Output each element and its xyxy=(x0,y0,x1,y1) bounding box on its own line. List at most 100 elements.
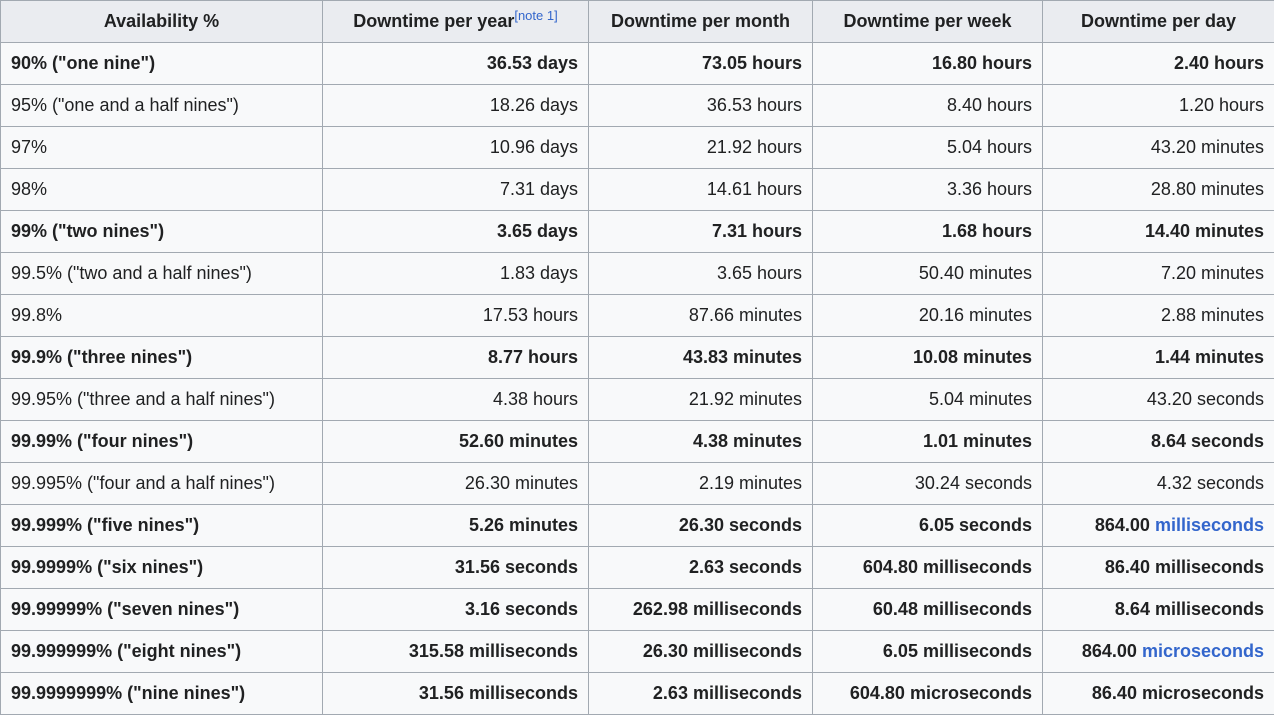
downtime-week-cell: 6.05 seconds xyxy=(813,505,1043,547)
downtime-year-cell: 5.26 minutes xyxy=(323,505,589,547)
availability-cell: 99.95% ("three and a half nines") xyxy=(1,379,323,421)
downtime-month-cell: 87.66 minutes xyxy=(589,295,813,337)
downtime-month-cell: 43.83 minutes xyxy=(589,337,813,379)
downtime-month-cell: 262.98 milliseconds xyxy=(589,589,813,631)
downtime-week-cell: 6.05 milliseconds xyxy=(813,631,1043,673)
downtime-year-cell: 31.56 seconds xyxy=(323,547,589,589)
downtime-month-cell: 4.38 minutes xyxy=(589,421,813,463)
downtime-year-cell: 4.38 hours xyxy=(323,379,589,421)
table-row: 95% ("one and a half nines") 18.26 days … xyxy=(1,85,1274,127)
availability-cell: 99.995% ("four and a half nines") xyxy=(1,463,323,505)
downtime-day-cell: 2.40 hours xyxy=(1043,43,1274,85)
column-header-label: Availability % xyxy=(104,11,219,31)
downtime-week-cell: 8.40 hours xyxy=(813,85,1043,127)
downtime-year-cell: 7.31 days xyxy=(323,169,589,211)
downtime-year-cell: 17.53 hours xyxy=(323,295,589,337)
availability-cell: 99.99999% ("seven nines") xyxy=(1,589,323,631)
table-row: 99.99999% ("seven nines") 3.16 seconds 2… xyxy=(1,589,1274,631)
column-header-downtime-per-month: Downtime per month xyxy=(589,1,813,43)
table-row: 98% 7.31 days 14.61 hours 3.36 hours 28.… xyxy=(1,169,1274,211)
availability-cell: 99.9% ("three nines") xyxy=(1,337,323,379)
availability-cell: 99.9999% ("six nines") xyxy=(1,547,323,589)
downtime-month-cell: 26.30 milliseconds xyxy=(589,631,813,673)
downtime-day-value: 864.00 xyxy=(1082,641,1142,661)
column-header-label: Downtime per day xyxy=(1081,11,1236,31)
header-row: Availability % Downtime per year[note 1]… xyxy=(1,1,1274,43)
downtime-week-cell: 60.48 milliseconds xyxy=(813,589,1043,631)
table-row: 99.995% ("four and a half nines") 26.30 … xyxy=(1,463,1274,505)
table-row: 99.95% ("three and a half nines") 4.38 h… xyxy=(1,379,1274,421)
downtime-day-cell: 864.00 milliseconds xyxy=(1043,505,1274,547)
downtime-day-value: 864.00 xyxy=(1095,515,1155,535)
availability-cell: 95% ("one and a half nines") xyxy=(1,85,323,127)
column-header-downtime-per-year: Downtime per year[note 1] xyxy=(323,1,589,43)
downtime-day-cell: 1.44 minutes xyxy=(1043,337,1274,379)
downtime-day-cell: 7.20 minutes xyxy=(1043,253,1274,295)
column-header-downtime-per-day: Downtime per day xyxy=(1043,1,1274,43)
availability-cell: 99.9999999% ("nine nines") xyxy=(1,673,323,715)
column-header-downtime-per-week: Downtime per week xyxy=(813,1,1043,43)
downtime-month-cell: 21.92 minutes xyxy=(589,379,813,421)
table-row: 99% ("two nines") 3.65 days 7.31 hours 1… xyxy=(1,211,1274,253)
downtime-day-cell: 8.64 milliseconds xyxy=(1043,589,1274,631)
downtime-day-cell: 2.88 minutes xyxy=(1043,295,1274,337)
downtime-month-cell: 7.31 hours xyxy=(589,211,813,253)
downtime-month-cell: 26.30 seconds xyxy=(589,505,813,547)
downtime-year-cell: 18.26 days xyxy=(323,85,589,127)
downtime-day-cell: 86.40 milliseconds xyxy=(1043,547,1274,589)
availability-cell: 99.99% ("four nines") xyxy=(1,421,323,463)
downtime-year-cell: 8.77 hours xyxy=(323,337,589,379)
downtime-week-cell: 50.40 minutes xyxy=(813,253,1043,295)
downtime-month-cell: 3.65 hours xyxy=(589,253,813,295)
downtime-week-cell: 1.68 hours xyxy=(813,211,1043,253)
downtime-year-cell: 36.53 days xyxy=(323,43,589,85)
downtime-week-cell: 30.24 seconds xyxy=(813,463,1043,505)
downtime-day-cell: 864.00 microseconds xyxy=(1043,631,1274,673)
downtime-year-cell: 1.83 days xyxy=(323,253,589,295)
downtime-year-cell: 26.30 minutes xyxy=(323,463,589,505)
availability-cell: 97% xyxy=(1,127,323,169)
downtime-day-cell: 4.32 seconds xyxy=(1043,463,1274,505)
downtime-day-cell: 8.64 seconds xyxy=(1043,421,1274,463)
downtime-week-cell: 604.80 microseconds xyxy=(813,673,1043,715)
table-row: 99.99% ("four nines") 52.60 minutes 4.38… xyxy=(1,421,1274,463)
table-row: 99.8% 17.53 hours 87.66 minutes 20.16 mi… xyxy=(1,295,1274,337)
availability-cell: 98% xyxy=(1,169,323,211)
availability-cell: 99.5% ("two and a half nines") xyxy=(1,253,323,295)
column-header-label: Downtime per year xyxy=(353,11,514,31)
milliseconds-link[interactable]: milliseconds xyxy=(1155,515,1264,535)
downtime-week-cell: 3.36 hours xyxy=(813,169,1043,211)
downtime-week-cell: 1.01 minutes xyxy=(813,421,1043,463)
downtime-day-cell: 43.20 minutes xyxy=(1043,127,1274,169)
column-header-label: Downtime per week xyxy=(843,11,1011,31)
table-row: 99.9999% ("six nines") 31.56 seconds 2.6… xyxy=(1,547,1274,589)
downtime-week-cell: 10.08 minutes xyxy=(813,337,1043,379)
table-row: 99.9999999% ("nine nines") 31.56 millise… xyxy=(1,673,1274,715)
table-row: 99.5% ("two and a half nines") 1.83 days… xyxy=(1,253,1274,295)
downtime-day-cell: 14.40 minutes xyxy=(1043,211,1274,253)
table-row: 97% 10.96 days 21.92 hours 5.04 hours 43… xyxy=(1,127,1274,169)
note-superscript: [note 1] xyxy=(514,8,557,23)
table-row: 99.999% ("five nines") 5.26 minutes 26.3… xyxy=(1,505,1274,547)
downtime-year-cell: 52.60 minutes xyxy=(323,421,589,463)
availability-cell: 99.999999% ("eight nines") xyxy=(1,631,323,673)
note-1-link[interactable]: [note 1] xyxy=(514,8,557,23)
downtime-week-cell: 20.16 minutes xyxy=(813,295,1043,337)
downtime-month-cell: 2.63 seconds xyxy=(589,547,813,589)
downtime-day-cell: 43.20 seconds xyxy=(1043,379,1274,421)
availability-cell: 99.999% ("five nines") xyxy=(1,505,323,547)
column-header-label: Downtime per month xyxy=(611,11,790,31)
table-row: 90% ("one nine") 36.53 days 73.05 hours … xyxy=(1,43,1274,85)
downtime-year-cell: 315.58 milliseconds xyxy=(323,631,589,673)
microseconds-link[interactable]: microseconds xyxy=(1142,641,1264,661)
downtime-day-cell: 1.20 hours xyxy=(1043,85,1274,127)
availability-cell: 99% ("two nines") xyxy=(1,211,323,253)
availability-cell: 99.8% xyxy=(1,295,323,337)
column-header-availability: Availability % xyxy=(1,1,323,43)
downtime-month-cell: 36.53 hours xyxy=(589,85,813,127)
downtime-month-cell: 2.63 milliseconds xyxy=(589,673,813,715)
downtime-month-cell: 73.05 hours xyxy=(589,43,813,85)
downtime-year-cell: 10.96 days xyxy=(323,127,589,169)
availability-cell: 90% ("one nine") xyxy=(1,43,323,85)
